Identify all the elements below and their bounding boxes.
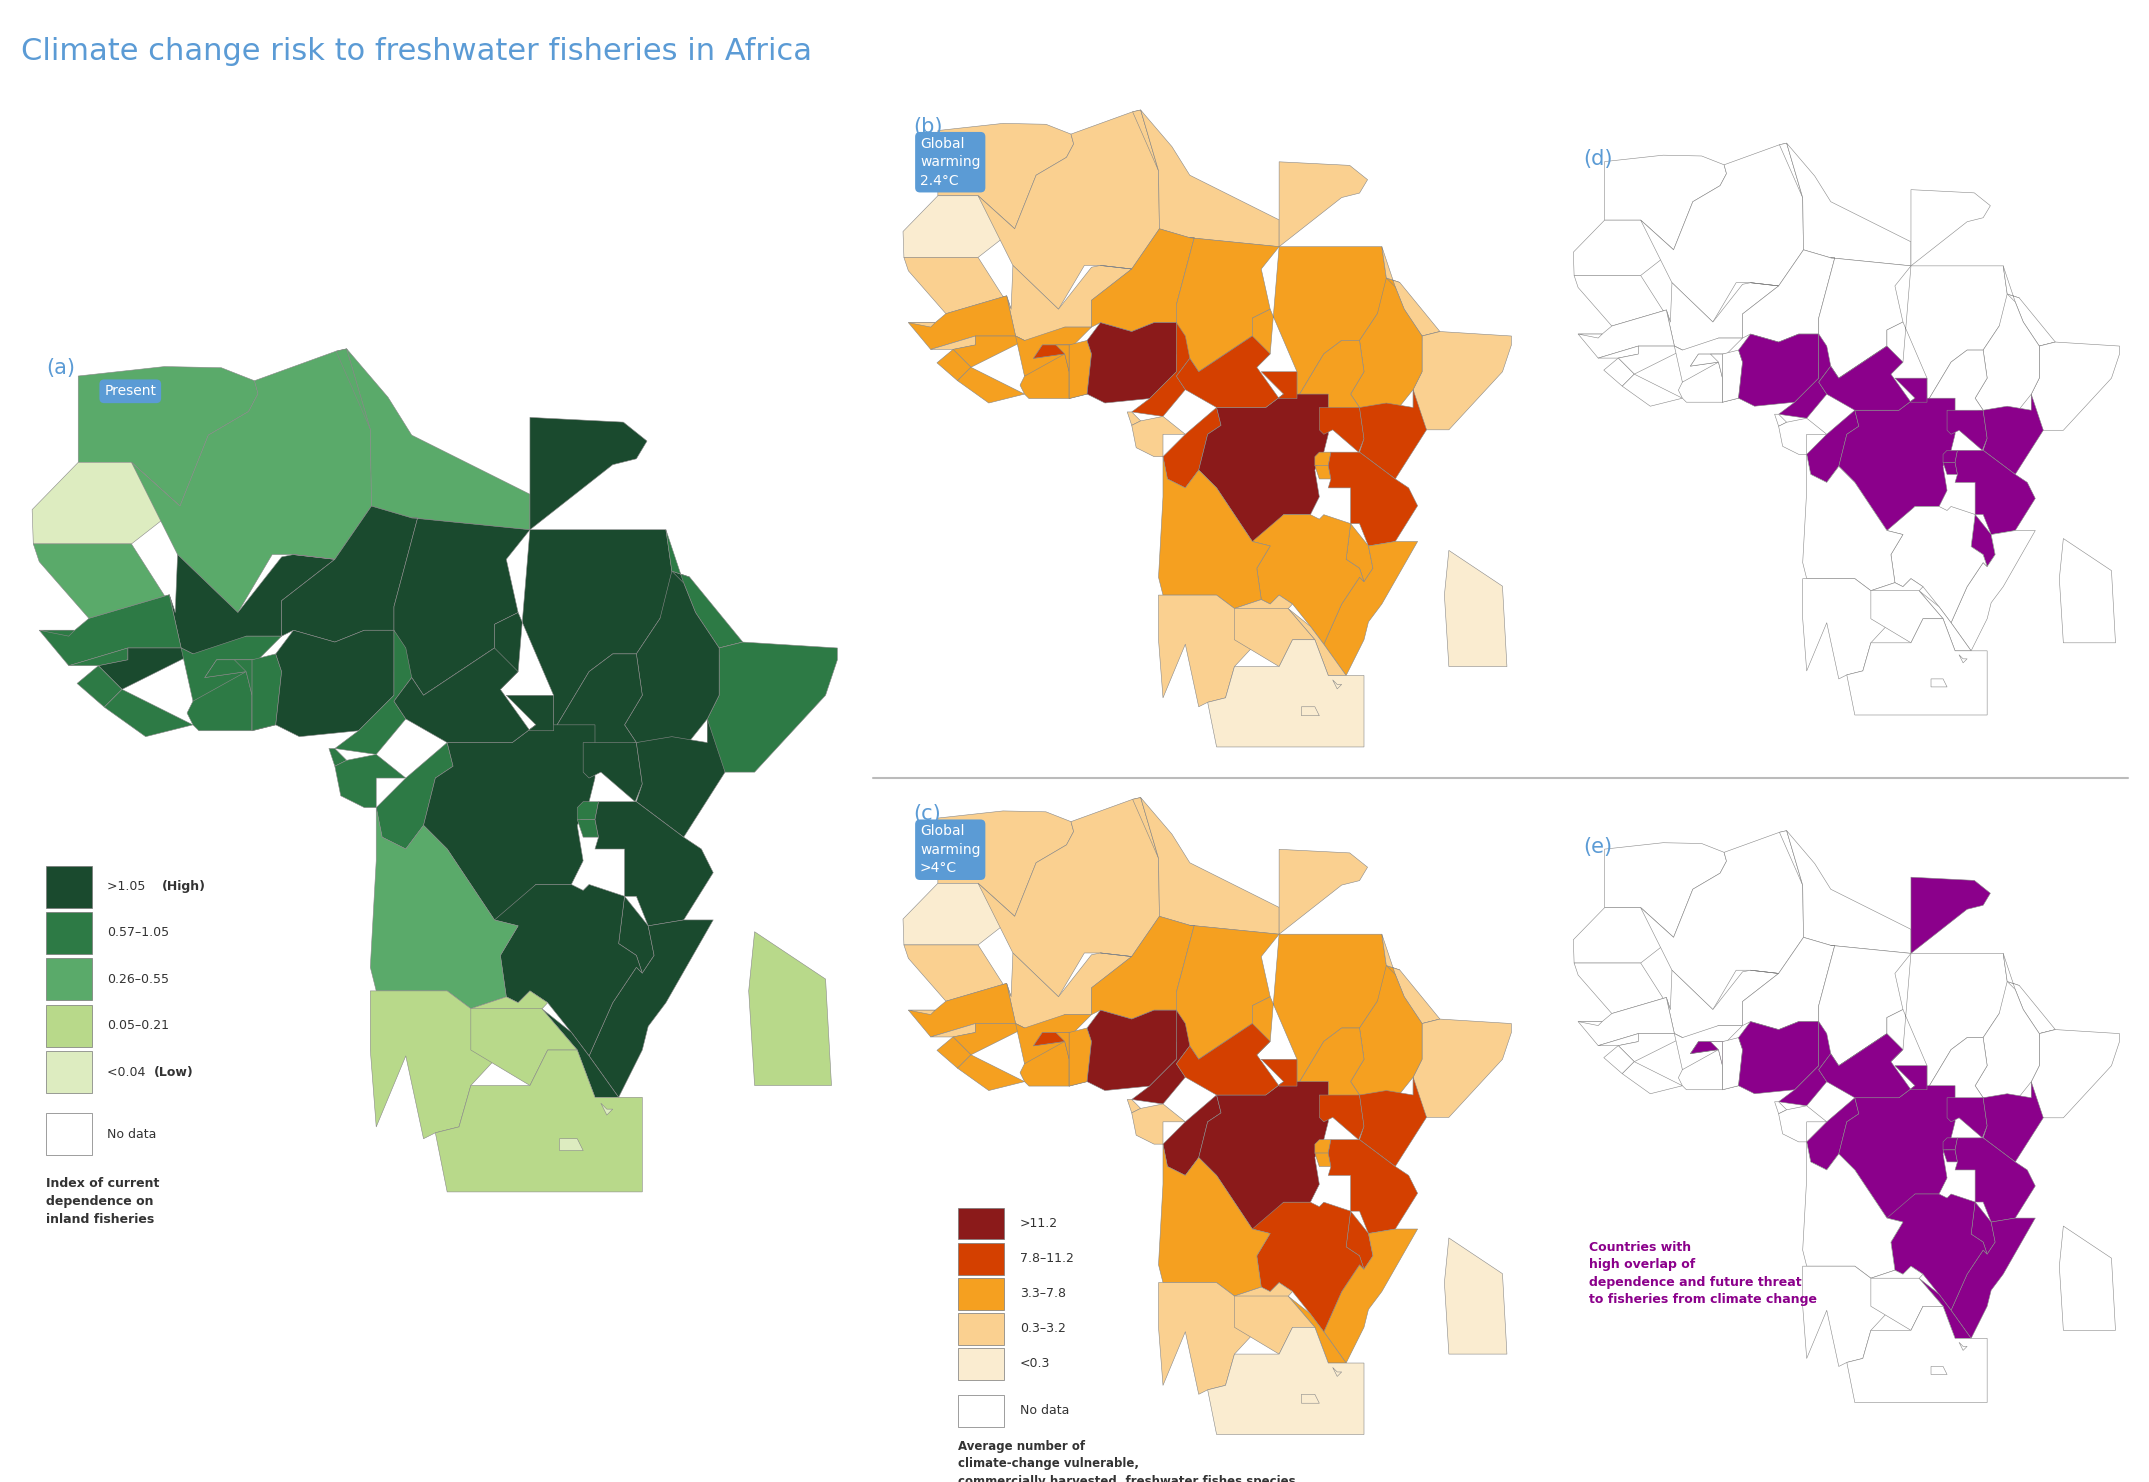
Text: Present: Present — [105, 384, 157, 399]
Text: 0.26–0.55: 0.26–0.55 — [107, 972, 170, 986]
FancyBboxPatch shape — [47, 1051, 92, 1094]
FancyBboxPatch shape — [47, 911, 92, 954]
Text: (e): (e) — [1584, 837, 1612, 857]
FancyBboxPatch shape — [958, 1208, 1004, 1239]
FancyBboxPatch shape — [47, 865, 92, 907]
FancyBboxPatch shape — [958, 1243, 1004, 1275]
Text: Index of current
dependence on
inland fisheries: Index of current dependence on inland fi… — [47, 1177, 159, 1226]
Text: 3.3–7.8: 3.3–7.8 — [1021, 1288, 1066, 1300]
Text: No data: No data — [107, 1128, 157, 1141]
Text: (c): (c) — [913, 805, 941, 824]
Text: Average number of
climate-change vulnerable,
commercially harvested, freshwater : Average number of climate-change vulnera… — [958, 1441, 1296, 1482]
FancyBboxPatch shape — [958, 1349, 1004, 1380]
Text: Countries with
high overlap of
dependence and future threat
to fisheries from cl: Countries with high overlap of dependenc… — [1588, 1240, 1816, 1306]
Text: >11.2: >11.2 — [1021, 1217, 1057, 1230]
Text: 0.05–0.21: 0.05–0.21 — [107, 1020, 170, 1031]
Text: Climate change risk to freshwater fisheries in Africa: Climate change risk to freshwater fisher… — [21, 37, 812, 67]
Text: (d): (d) — [1584, 150, 1612, 169]
FancyBboxPatch shape — [958, 1395, 1004, 1427]
Text: 0.3–3.2: 0.3–3.2 — [1021, 1322, 1066, 1335]
Text: (a): (a) — [47, 359, 75, 378]
Text: Global
warming
2.4°C: Global warming 2.4°C — [920, 136, 980, 188]
Text: No data: No data — [1021, 1405, 1070, 1417]
Text: Global
warming
>4°C: Global warming >4°C — [920, 824, 980, 876]
Text: >1.05: >1.05 — [107, 880, 153, 894]
Text: <0.3: <0.3 — [1021, 1358, 1051, 1371]
Text: 7.8–11.2: 7.8–11.2 — [1021, 1252, 1074, 1266]
Text: (High): (High) — [161, 880, 206, 894]
FancyBboxPatch shape — [958, 1313, 1004, 1344]
FancyBboxPatch shape — [47, 1005, 92, 1046]
Text: 0.57–1.05: 0.57–1.05 — [107, 926, 170, 940]
FancyBboxPatch shape — [958, 1277, 1004, 1310]
FancyBboxPatch shape — [47, 959, 92, 1000]
FancyBboxPatch shape — [47, 1113, 92, 1154]
Text: <0.04: <0.04 — [107, 1066, 148, 1079]
Text: (Low): (Low) — [155, 1066, 193, 1079]
Text: (b): (b) — [913, 117, 943, 136]
